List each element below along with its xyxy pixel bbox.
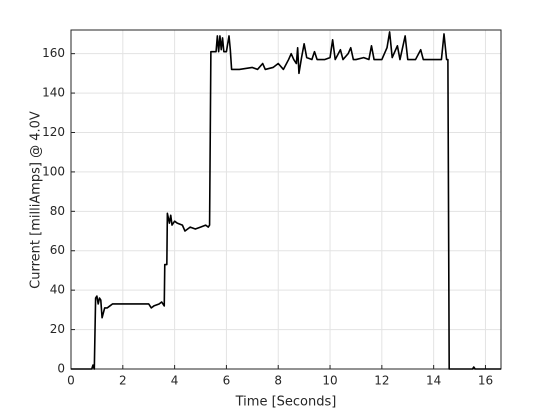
x-tick-label: 4 — [171, 374, 179, 388]
x-tick-label: 10 — [322, 374, 337, 388]
x-tick-label: 12 — [374, 374, 389, 388]
y-tick-label: 0 — [57, 362, 65, 376]
y-tick-label: 20 — [50, 322, 65, 336]
y-tick-label: 100 — [42, 164, 65, 178]
x-axis-label: Time [Seconds] — [235, 395, 337, 410]
y-tick-label: 140 — [42, 86, 65, 100]
x-tick-label: 8 — [274, 374, 282, 388]
y-tick-label: 60 — [50, 243, 65, 257]
x-tick-label: 14 — [426, 374, 441, 388]
data-line — [71, 31, 501, 370]
y-tick-label: 160 — [42, 46, 65, 60]
y-axis-label: Current [milliAmps] @ 4.0V — [29, 111, 44, 289]
y-tick-label: 80 — [50, 204, 65, 218]
y-tick-label: 40 — [50, 283, 65, 297]
x-tick-label: 6 — [223, 374, 231, 388]
y-tick-label: 120 — [42, 125, 65, 139]
x-tick-label: 0 — [67, 374, 75, 388]
x-tick-label: 16 — [478, 374, 493, 388]
plot-frame — [70, 29, 502, 370]
x-tick-label: 2 — [119, 374, 127, 388]
